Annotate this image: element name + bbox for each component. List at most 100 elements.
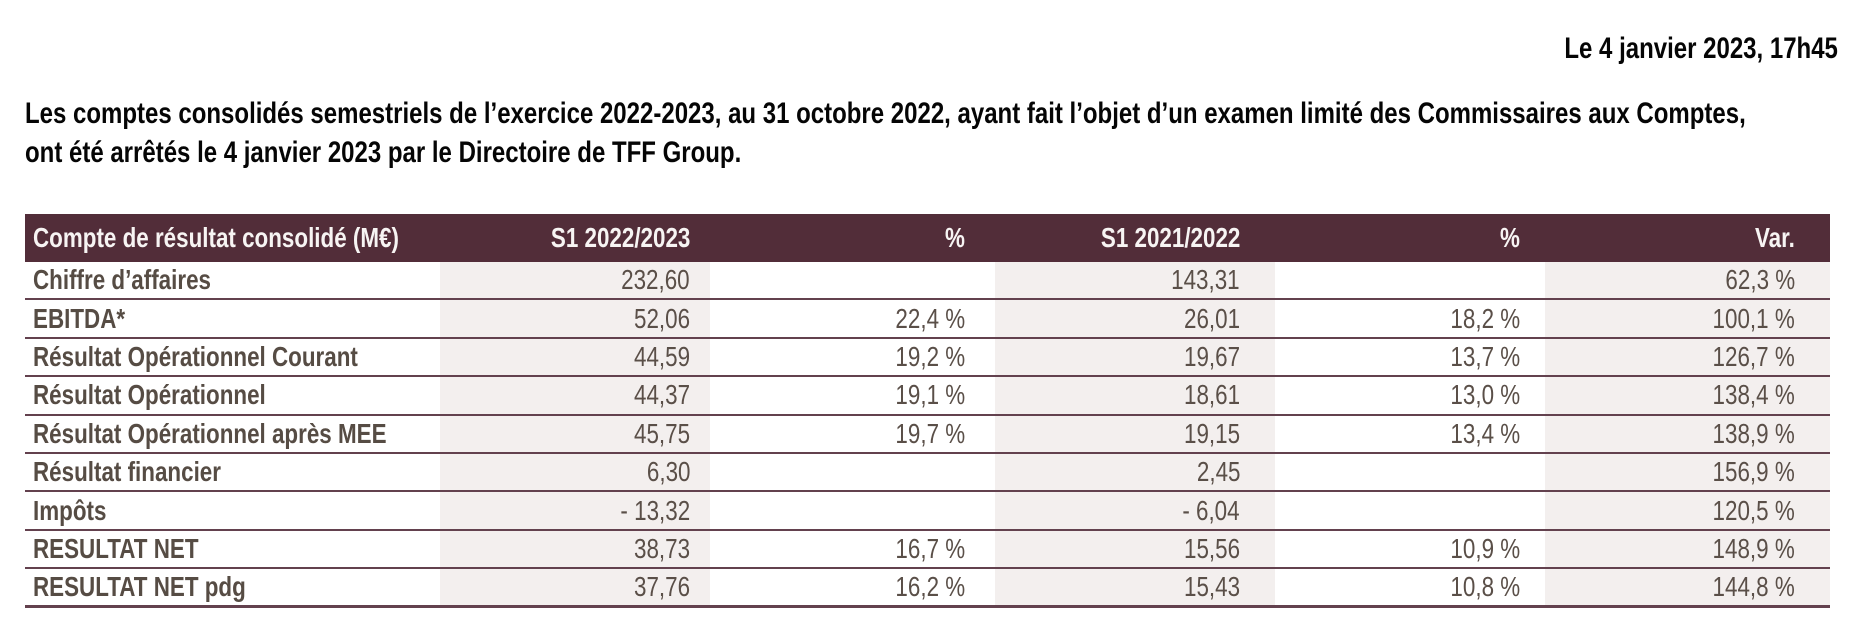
value-text: 16,7 %: [895, 532, 965, 564]
column-header-text: %: [1500, 222, 1520, 253]
value-s1-2021-2022: 2,45: [995, 453, 1275, 491]
value-s1-2022-2023: 44,37: [440, 377, 710, 414]
row-label-text: EBITDA*: [33, 302, 126, 334]
value-text: 45,75: [633, 417, 690, 449]
value-text: 44,37: [633, 379, 690, 411]
column-header-text: %: [945, 222, 965, 253]
value-s1-2022-2023: 45,75: [440, 415, 710, 452]
intro-line: ont été arrêtés le 4 janvier 2023 par le…: [25, 133, 1850, 172]
date-line-text: Le 4 janvier 2023, 17h45: [1564, 32, 1838, 65]
row-label: Résultat Opérationnel après MEE: [25, 416, 440, 452]
value-s1-2021-2022: 19,67: [995, 338, 1275, 376]
row-label-text: Résultat Opérationnel après MEE: [33, 417, 387, 449]
value-s1-2022-2023: 44,59: [440, 338, 710, 376]
value-text: 15,56: [1183, 532, 1240, 564]
value-text: 19,67: [1183, 340, 1240, 372]
intro-line: Les comptes consolidés semestriels de l’…: [25, 94, 1850, 133]
table-row: RESULTAT NET 38,73 16,7 % 15,56 10,9 % 1…: [25, 530, 1830, 570]
variation: 126,7 %: [1545, 338, 1830, 376]
pct-s1-2022-2023: 19,1 %: [710, 377, 995, 413]
pct-s1-2021-2022: [1275, 262, 1545, 298]
pct-s1-2022-2023: [710, 454, 995, 490]
value-s1-2022-2023: 52,06: [440, 300, 710, 337]
value-text: 148,9 %: [1712, 532, 1795, 564]
value-text: 22,4 %: [895, 302, 965, 334]
value-text: 62,3 %: [1725, 264, 1795, 296]
pct-s1-2022-2023: 19,7 %: [710, 416, 995, 452]
value-text: 138,9 %: [1712, 417, 1795, 449]
value-s1-2022-2023: 38,73: [440, 530, 710, 568]
intro-line-text: Les comptes consolidés semestriels de l’…: [25, 97, 1746, 130]
variation: 148,9 %: [1545, 530, 1830, 568]
column-header-text: S1 2021/2022: [1100, 222, 1240, 253]
value-s1-2022-2023: 232,60: [440, 262, 710, 299]
column-header-variation: Var.: [1545, 214, 1830, 262]
table-row: Résultat Opérationnel Courant 44,59 19,2…: [25, 338, 1830, 378]
pct-s1-2022-2023: 16,7 %: [710, 531, 995, 567]
row-label: Impôts: [25, 492, 440, 528]
pct-s1-2021-2022: 13,0 %: [1275, 377, 1545, 413]
column-header-s1-2021-2022: S1 2021/2022: [995, 214, 1275, 262]
value-s1-2021-2022: 26,01: [995, 300, 1275, 337]
pct-s1-2021-2022: 13,4 %: [1275, 416, 1545, 452]
value-s1-2021-2022: 15,43: [995, 569, 1275, 605]
row-label-text: RESULTAT NET pdg: [33, 570, 246, 602]
value-text: 15,43: [1183, 570, 1240, 602]
intro-line-text: ont été arrêtés le 4 janvier 2023 par le…: [25, 136, 742, 169]
value-s1-2021-2022: 143,31: [995, 262, 1275, 299]
table-row: EBITDA* 52,06 22,4 % 26,01 18,2 % 100,1 …: [25, 300, 1830, 339]
column-header-text: Compte de résultat consolidé (M€): [33, 222, 399, 253]
pct-s1-2021-2022: 13,7 %: [1275, 339, 1545, 375]
column-header-text: S1 2022/2023: [550, 222, 690, 253]
variation: 120,5 %: [1545, 492, 1830, 529]
value-text: 18,2 %: [1450, 302, 1520, 334]
value-text: - 13,32: [620, 494, 690, 526]
table-row: Impôts - 13,32 - 6,04 120,5 %: [25, 492, 1830, 531]
pct-s1-2021-2022: [1275, 454, 1545, 490]
value-text: 6,30: [646, 456, 690, 488]
value-text: - 6,04: [1182, 494, 1240, 526]
value-s1-2022-2023: 6,30: [440, 453, 710, 491]
value-s1-2022-2023: - 13,32: [440, 492, 710, 529]
row-label: Résultat Opérationnel: [25, 377, 440, 413]
row-label: Résultat financier: [25, 454, 440, 490]
value-text: 120,5 %: [1712, 494, 1795, 526]
results-table: Compte de résultat consolidé (M€) S1 202…: [25, 214, 1830, 608]
pct-s1-2022-2023: 22,4 %: [710, 300, 995, 336]
column-header-account: Compte de résultat consolidé (M€): [25, 214, 440, 262]
value-text: 19,1 %: [895, 379, 965, 411]
value-text: 2,45: [1196, 456, 1240, 488]
pct-s1-2022-2023: [710, 492, 995, 528]
value-text: 126,7 %: [1712, 340, 1795, 372]
value-text: 143,31: [1171, 264, 1240, 296]
row-label-text: Résultat financier: [33, 456, 221, 488]
value-text: 44,59: [633, 340, 690, 372]
value-text: 18,61: [1183, 379, 1240, 411]
value-text: 156,9 %: [1712, 456, 1795, 488]
table-row: Résultat Opérationnel après MEE 45,75 19…: [25, 415, 1830, 454]
value-s1-2022-2023: 37,76: [440, 569, 710, 605]
row-label: Chiffre d’affaires: [25, 262, 440, 298]
value-text: 13,7 %: [1450, 340, 1520, 372]
value-text: 232,60: [621, 264, 690, 296]
table-header-row: Compte de résultat consolidé (M€) S1 202…: [25, 214, 1830, 262]
column-header-pct-2022: %: [710, 214, 995, 262]
value-text: 10,8 %: [1450, 570, 1520, 602]
pct-s1-2021-2022: 10,8 %: [1275, 569, 1545, 604]
row-label-text: Chiffre d’affaires: [33, 264, 211, 296]
value-s1-2021-2022: 18,61: [995, 377, 1275, 414]
value-text: 19,15: [1183, 417, 1240, 449]
value-text: 10,9 %: [1450, 532, 1520, 564]
variation: 62,3 %: [1545, 262, 1830, 299]
variation: 138,4 %: [1545, 377, 1830, 414]
intro-paragraph: Les comptes consolidés semestriels de l’…: [25, 94, 1850, 172]
variation: 144,8 %: [1545, 569, 1830, 605]
value-text: 13,4 %: [1450, 417, 1520, 449]
value-text: 138,4 %: [1712, 379, 1795, 411]
value-text: 37,76: [633, 570, 690, 602]
date-line: Le 4 janvier 2023, 17h45: [1496, 32, 1838, 66]
table-row: Résultat financier 6,30 2,45 156,9 %: [25, 453, 1830, 493]
value-s1-2021-2022: 19,15: [995, 415, 1275, 452]
column-header-text: Var.: [1755, 222, 1795, 253]
